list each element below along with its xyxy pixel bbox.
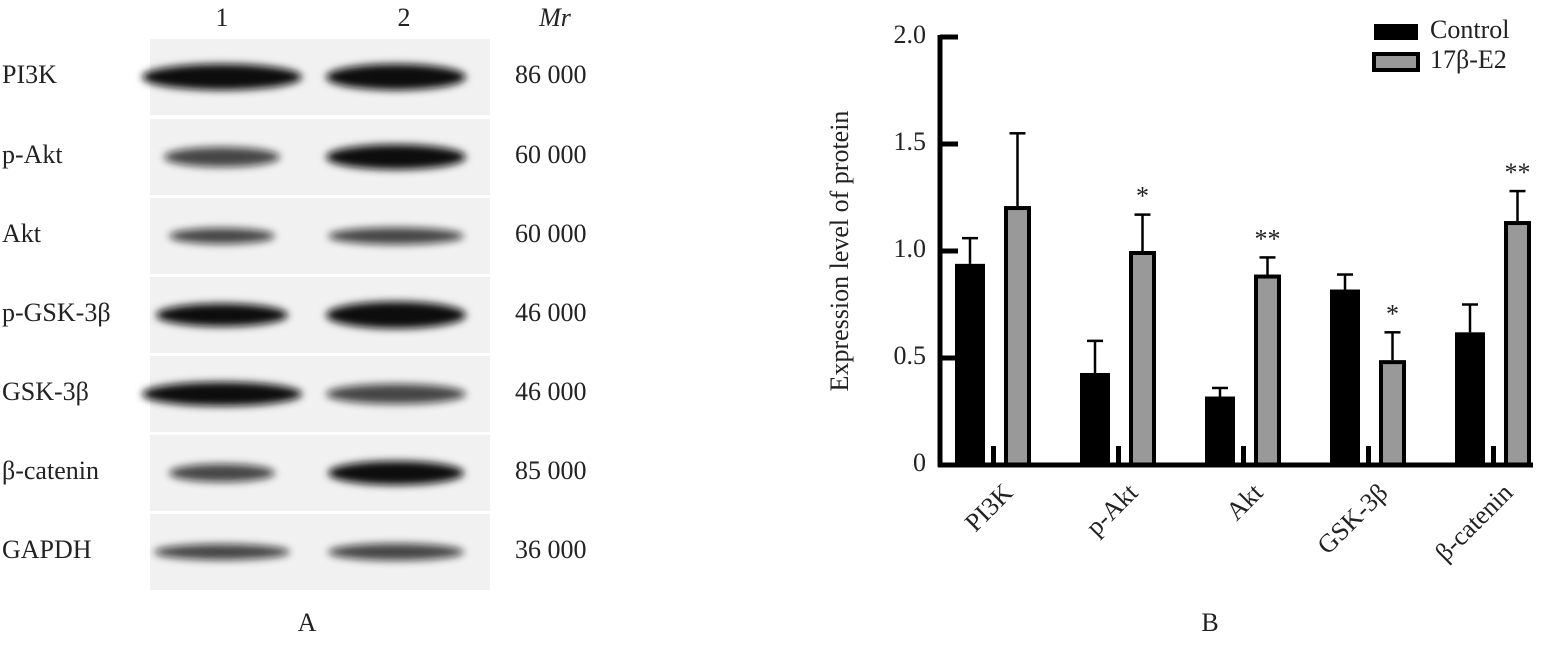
band [154,544,290,560]
y-tick-label: 0.5 [894,341,927,370]
x-tick-label: PI3K [959,478,1018,537]
bar [1205,396,1235,465]
panel-label: A [298,608,317,637]
protein-label: p-GSK-3β [2,298,111,327]
axis-tick [1241,446,1246,465]
band [328,227,464,245]
mr-value: 46 000 [515,298,587,327]
mr-header: Mr [538,3,572,32]
band [326,301,466,329]
bar [1330,289,1360,465]
bar [1254,274,1281,468]
band [142,64,302,90]
axis-tick [1116,446,1121,465]
significance: ** [1255,224,1281,253]
significance: * [1136,182,1149,211]
protein-label: β-catenin [2,456,99,485]
mr-value: 86 000 [515,60,587,89]
band [326,384,466,404]
protein-label: PI3K [2,60,57,89]
bar [955,263,985,465]
bar [1004,206,1031,467]
bar [1504,221,1531,467]
lane-label: 1 [216,3,229,32]
y-axis-label: Expression level of protein [825,111,854,392]
significance: ** [1505,158,1531,187]
y-tick-label: 0 [913,448,926,477]
y-tick-label: 1.0 [894,234,927,263]
axis-tick [991,446,996,465]
band [142,382,302,406]
x-tick-label: p-Akt [1080,477,1144,541]
band [156,303,288,327]
mr-value: 36 000 [515,535,587,564]
legend-label: Control [1430,15,1509,44]
protein-label: p-Akt [2,140,63,169]
y-tick-label: 2.0 [894,20,927,49]
band [326,144,466,170]
mr-value: 85 000 [515,456,587,485]
band [326,64,466,90]
band [169,228,275,244]
x-tick-label: Akt [1220,477,1269,526]
legend-swatch [1374,24,1418,40]
mr-value: 60 000 [515,140,587,169]
mr-value: 46 000 [515,377,587,406]
axis-tick [1491,446,1496,465]
mr-value: 60 000 [515,219,587,248]
bar [1080,372,1110,465]
protein-label: GSK-3β [2,377,89,406]
y-tick-label: 1.5 [894,127,927,156]
bar [1455,332,1485,465]
legend-label: 17β-E2 [1430,45,1507,74]
legend-swatch [1372,52,1420,72]
x-tick-label: GSK-3β [1312,478,1394,560]
bar [1129,251,1156,467]
x-tick-label: β-catenin [1429,478,1518,567]
bar [1379,360,1406,468]
lane-label: 2 [398,3,411,32]
band [328,543,464,561]
axis-tick [1366,446,1371,465]
band [164,147,280,167]
protein-label: Akt [2,219,42,248]
significance: * [1386,299,1399,328]
band [328,461,464,485]
band [169,464,275,482]
panel-label: B [1201,608,1218,637]
protein-label: GAPDH [2,535,92,564]
